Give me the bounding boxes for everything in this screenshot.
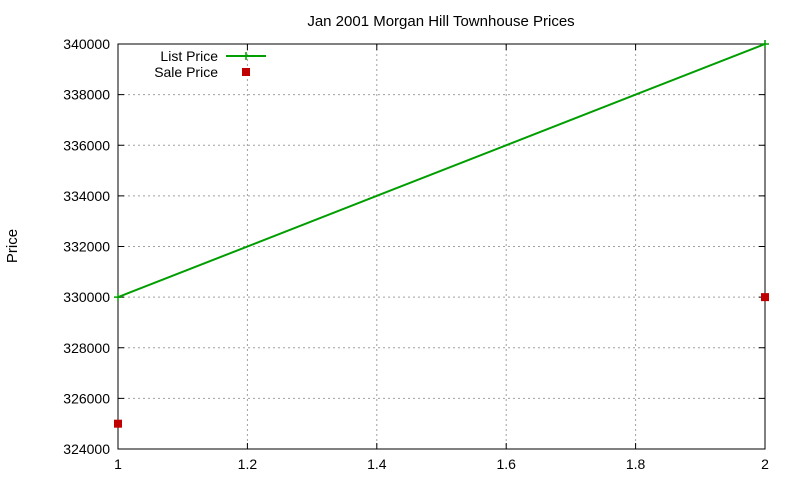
list-price-line <box>117 43 766 299</box>
y-tick-label: 332000 <box>63 239 110 255</box>
x-tick-label: 1 <box>114 456 122 472</box>
grid <box>118 44 765 449</box>
y-axis-label: Price <box>4 229 21 263</box>
x-tick-label: 2 <box>761 456 769 472</box>
y-tick-label: 324000 <box>63 441 110 457</box>
y-tick-label: 338000 <box>63 87 110 103</box>
y-tick-label: 330000 <box>63 289 110 305</box>
legend-label: Sale Price <box>154 64 218 80</box>
x-tick-label: 1.8 <box>626 456 646 472</box>
series-layer <box>114 40 769 428</box>
chart-title: Jan 2001 Morgan Hill Townhouse Prices <box>307 13 574 30</box>
x-tick-label: 1.6 <box>496 456 516 472</box>
plot-area-border <box>117 43 766 450</box>
legend-plus-marker <box>242 52 250 60</box>
x-axis-ticks: 1 1.2 1.4 1.6 1.8 2 <box>114 44 769 472</box>
y-tick-label: 334000 <box>63 188 110 204</box>
x-tick-label: 1.4 <box>367 456 387 472</box>
sale-price-point <box>114 419 122 428</box>
list-price-point <box>114 293 122 302</box>
sale-price-point <box>761 293 769 302</box>
y-tick-label: 340000 <box>63 36 110 52</box>
y-tick-label: 326000 <box>63 390 110 406</box>
list-price-point <box>761 40 769 48</box>
y-axis-ticks: 324000 326000 328000 330000 332000 334000 3360… <box>63 36 765 457</box>
legend-label: List Price <box>160 48 218 64</box>
legend-square-marker <box>242 68 250 76</box>
y-tick-label: 328000 <box>63 340 110 356</box>
y-tick-label: 336000 <box>63 137 110 153</box>
x-tick-label: 1.2 <box>238 456 258 472</box>
